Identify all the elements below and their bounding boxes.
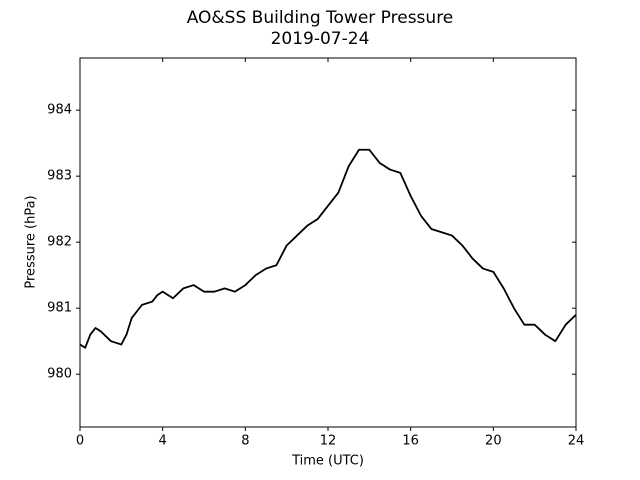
x-tick-label: 16 xyxy=(402,434,419,449)
x-tick-label: 24 xyxy=(568,434,585,449)
data-line xyxy=(79,148,577,349)
y-tick-label: 980 xyxy=(47,367,72,382)
y-tick-label: 981 xyxy=(47,301,72,316)
x-tick-label: 8 xyxy=(241,434,249,449)
chart-subtitle: 2019-07-24 xyxy=(271,29,370,49)
x-tick-label: 20 xyxy=(485,434,502,449)
y-tick-label: 984 xyxy=(47,103,72,118)
y-tick-label: 983 xyxy=(47,169,72,184)
x-tick-label: 0 xyxy=(76,434,84,449)
chart-title: AO&SS Building Tower Pressure xyxy=(187,8,454,28)
plot-frame xyxy=(79,57,577,428)
x-tick-label: 4 xyxy=(159,434,167,449)
x-tick-label: 12 xyxy=(320,434,337,449)
y-tick-label: 982 xyxy=(47,235,72,250)
x-axis-label: Time (UTC) xyxy=(291,454,364,469)
y-axis-label: Pressure (hPa) xyxy=(24,195,39,288)
